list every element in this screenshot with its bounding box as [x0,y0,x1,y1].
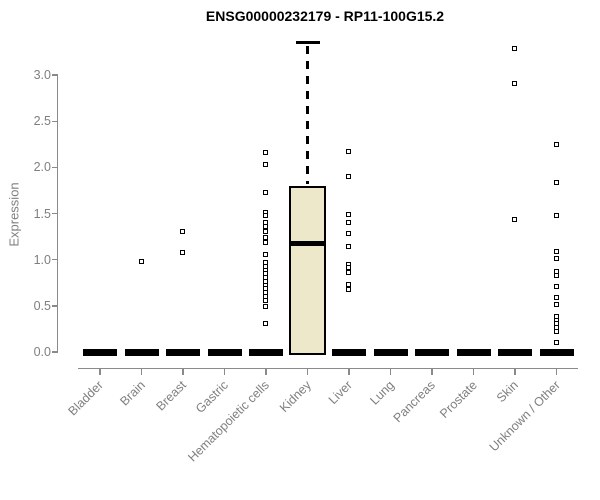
collapsed-box [207,348,242,356]
outlier-point [263,234,268,240]
outlier-point [263,303,268,309]
x-axis-line [78,368,578,370]
collapsed-box [498,348,532,356]
outlier-point [180,250,185,256]
y-tick-label: 2.5 [33,114,51,129]
outlier-point [553,255,559,261]
y-tick-label: 1.0 [33,252,51,267]
collapsed-box [373,348,408,356]
x-tick [306,369,309,375]
y-tick-label: 1.5 [33,206,51,221]
y-tick [52,74,58,76]
y-tick-label: 3.0 [33,68,51,82]
outlier-point [512,46,517,52]
outlier-point [346,212,351,218]
outlier-point [263,321,268,327]
outlier-point [346,264,351,270]
outlier-point [553,301,559,307]
y-tick [52,120,58,122]
outlier-point [553,142,559,148]
outlier-point [553,339,559,345]
collapsed-box [456,348,491,356]
whisker [306,45,309,184]
outlier-point [346,173,351,179]
y-tick-label: 2.0 [33,160,51,175]
outlier-point [512,216,517,222]
outlier-point [346,230,351,236]
y-tick [52,351,58,353]
y-tick [52,166,58,169]
outlier-point [263,240,268,246]
x-tick [514,369,516,375]
collapsed-box [415,348,449,356]
box [289,185,326,355]
outlier-point [263,224,268,230]
x-tick [431,369,433,375]
x-tick [472,369,475,375]
outlier-point [553,268,559,274]
x-tick [140,369,143,375]
x-tick [223,369,226,375]
y-tick [52,212,58,215]
x-tick [555,369,558,375]
outlier-point [346,281,351,287]
collapsed-box [124,348,159,356]
outlier-point [263,219,268,225]
outlier-point [553,273,559,279]
median-line [291,240,324,246]
outlier-point [553,328,559,334]
collapsed-box [249,348,283,356]
collapsed-box [539,348,574,356]
outlier-point [346,219,351,225]
outlier-point [263,161,268,167]
outlier-point [138,259,144,265]
collapsed-box [83,348,117,356]
outlier-point [346,148,351,154]
outlier-point [263,213,268,219]
outlier-point [553,249,559,255]
x-tick [348,369,350,375]
y-tick [52,305,58,307]
outlier-point [263,228,268,234]
collapsed-box [166,348,200,356]
outlier-point [553,180,559,186]
collapsed-box [332,348,366,356]
outlier-point [346,287,351,293]
outlier-point [180,228,185,234]
y-tick [52,259,58,261]
x-tick [182,369,184,375]
outlier-point [553,294,559,300]
x-tick [99,369,101,375]
x-tick [265,369,267,375]
y-tick-label: 0.0 [33,345,51,359]
outlier-point [553,213,559,219]
y-tick-label: 0.5 [33,298,51,313]
outlier-point [263,190,268,196]
x-tick [389,369,392,375]
whisker-cap [295,41,320,45]
outlier-point [263,252,268,258]
outlier-point [263,298,268,304]
outlier-point [263,293,268,299]
outlier-point [346,269,351,275]
chart-title: ENSG00000232179 - RP11-100G15.2 [205,8,445,24]
outlier-point [346,243,351,249]
outlier-point [553,284,559,290]
outlier-point [263,150,268,156]
outlier-point [512,81,517,87]
